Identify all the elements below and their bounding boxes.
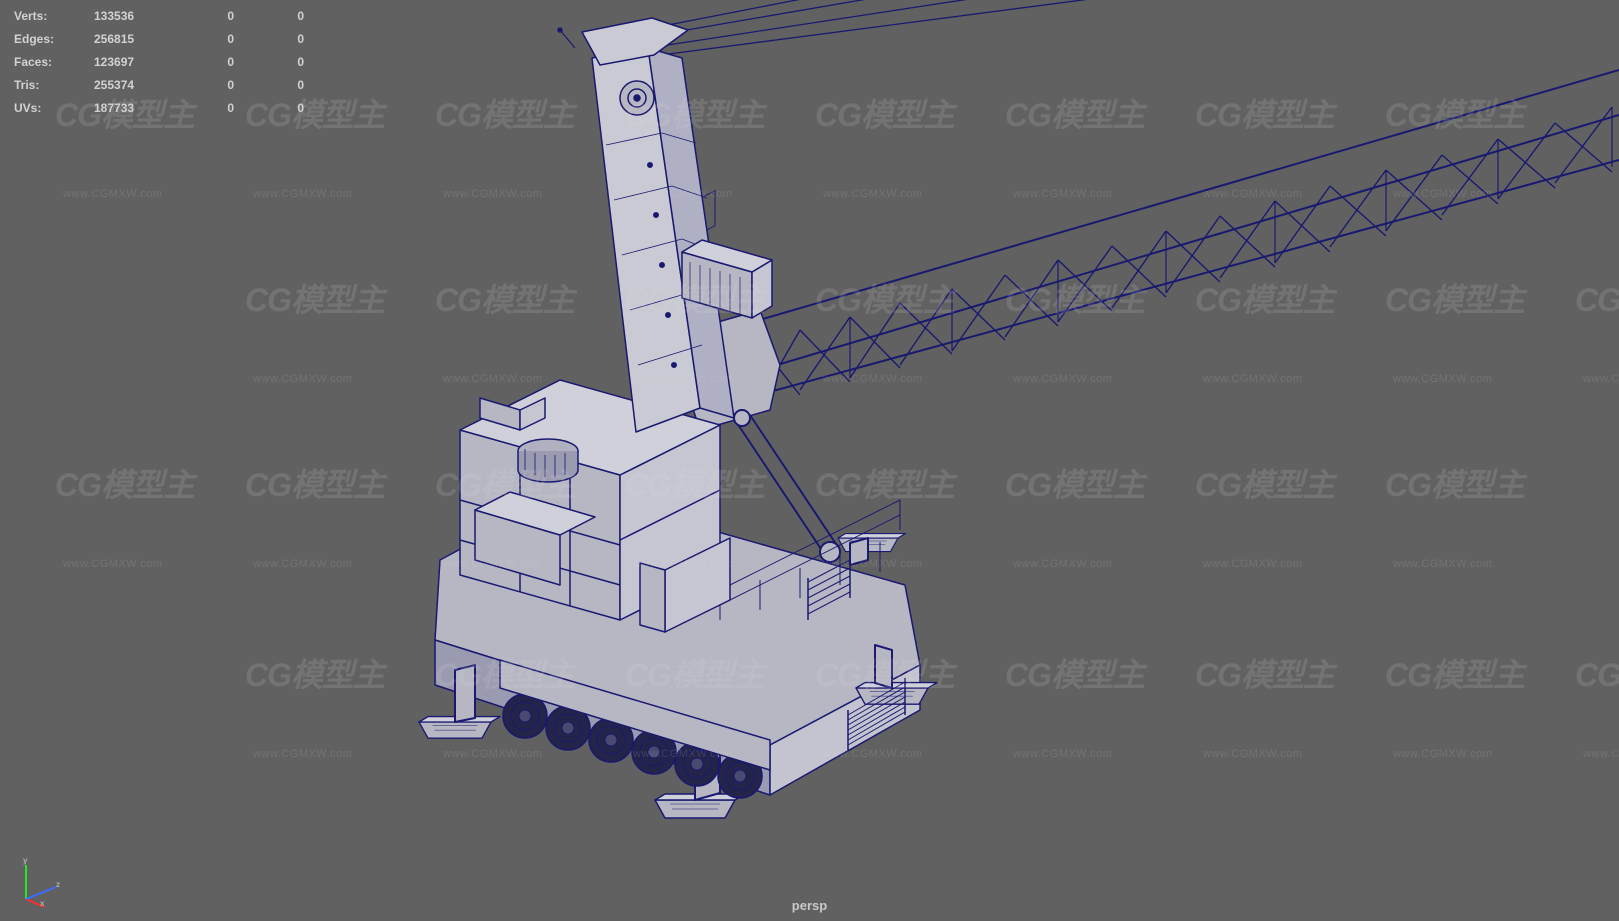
hud-value: 0 [174,79,234,91]
axis-y-label: y [23,857,28,865]
camera-label: persp [792,898,827,913]
axis-x-label: x [40,899,45,907]
hud-row-uvs: UVs: 187733 0 0 [14,96,304,119]
viewport-3d[interactable]: CG模型主www.CGMXW.comCG模型主www.CGMXW.comCG模型… [0,0,1619,921]
hud-value: 0 [234,10,304,22]
hud-value: 255374 [94,79,174,91]
axis-gizmo: y x z [14,857,64,907]
hud-value: 133536 [94,10,174,22]
hud-value: 0 [174,102,234,114]
hud-value: 0 [174,33,234,45]
hud-row-faces: Faces: 123697 0 0 [14,50,304,73]
hud-label: Faces: [14,56,94,68]
polycount-hud: Verts: 133536 0 0 Edges: 256815 0 0 Face… [14,4,304,119]
crane-model [0,0,1619,921]
hud-value: 256815 [94,33,174,45]
hud-value: 187733 [94,102,174,114]
hud-value: 0 [234,56,304,68]
hud-value: 123697 [94,56,174,68]
hud-value: 0 [234,79,304,91]
hud-value: 0 [234,33,304,45]
hud-label: Tris: [14,79,94,91]
hud-row-verts: Verts: 133536 0 0 [14,4,304,27]
hud-label: UVs: [14,102,94,114]
hud-value: 0 [234,102,304,114]
hud-label: Verts: [14,10,94,22]
hud-row-tris: Tris: 255374 0 0 [14,73,304,96]
hud-label: Edges: [14,33,94,45]
axis-z-label: z [56,880,60,889]
hud-value: 0 [174,56,234,68]
hud-row-edges: Edges: 256815 0 0 [14,27,304,50]
hud-value: 0 [174,10,234,22]
